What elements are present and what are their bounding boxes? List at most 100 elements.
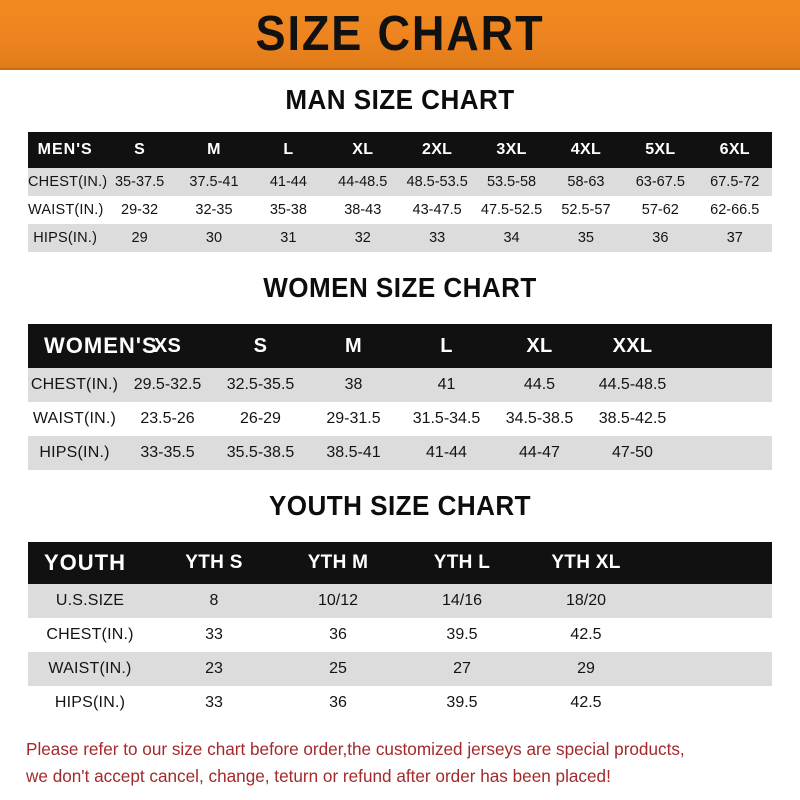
men-table-head: MEN'S S M L XL 2XL 3XL 4XL 5XL 6XL — [28, 132, 772, 168]
women-table-body: CHEST(IN.) 29.5-32.5 32.5-35.5 38 41 44.… — [28, 368, 772, 470]
youth-cell: 42.5 — [570, 694, 602, 711]
youth-col-header: YTH XL — [551, 552, 621, 573]
men-cell: 35-38 — [269, 202, 307, 218]
women-cell: 38.5-42.5 — [598, 410, 667, 427]
women-cell: 47-50 — [612, 444, 653, 461]
men-cell: 48.5-53.5 — [406, 174, 468, 190]
women-table-wrapper: WOMEN'S XS S M L XL XXL CHEST(IN.) 29.5-… — [28, 324, 772, 470]
women-cell: 44.5-48.5 — [598, 376, 667, 393]
men-cell: 29 — [131, 230, 148, 246]
women-cell: 38.5-41 — [326, 444, 381, 461]
table-row: WAIST(IN.) 23.5-26 26-29 29-31.5 31.5-34… — [28, 402, 772, 436]
men-cell: 37 — [726, 230, 743, 246]
women-row-label: HIPS(IN.) — [39, 444, 110, 461]
youth-table-body: U.S.SIZE 8 10/12 14/16 18/20 CHEST(IN.) … — [28, 584, 772, 720]
women-cell: 38 — [344, 376, 363, 393]
women-cell-empty — [679, 368, 772, 402]
men-col-header: L — [283, 141, 294, 158]
youth-cell: 23 — [205, 660, 223, 677]
youth-size-table: YOUTH YTH S YTH M YTH L YTH XL U.S.SIZE … — [28, 542, 772, 720]
youth-cell: 8 — [209, 592, 219, 609]
spacer-men-to-women — [0, 252, 800, 272]
youth-cell: 33 — [205, 626, 223, 643]
men-cell: 38-43 — [344, 202, 382, 218]
youth-row-label: CHEST(IN.) — [46, 626, 134, 643]
men-cell: 33 — [429, 230, 446, 246]
men-cell: 58-63 — [567, 174, 605, 190]
men-cell: 32 — [354, 230, 371, 246]
youth-row-label: HIPS(IN.) — [54, 694, 126, 711]
men-cell: 34 — [503, 230, 520, 246]
women-col-header: M — [345, 334, 362, 357]
youth-table-wrapper: YOUTH YTH S YTH M YTH L YTH XL U.S.SIZE … — [28, 542, 772, 720]
footer-line-2: we don't accept cancel, change, teturn o… — [26, 766, 611, 787]
page-title: SIZE CHART — [255, 6, 545, 61]
youth-cell: 36 — [329, 694, 347, 711]
men-cell: 35 — [577, 230, 594, 246]
women-cell: 29-31.5 — [326, 410, 381, 427]
men-col-header: 3XL — [496, 141, 527, 158]
table-row: CHEST(IN.) 29.5-32.5 32.5-35.5 38 41 44.… — [28, 368, 772, 402]
youth-col-header: YTH S — [185, 552, 243, 573]
youth-cell: 18/20 — [565, 592, 607, 609]
men-cell: 35-37.5 — [114, 174, 165, 190]
table-row: HIPS(IN.) 33 36 39.5 42.5 — [28, 686, 772, 720]
men-table-wrapper: MEN'S S M L XL 2XL 3XL 4XL 5XL 6XL CHEST… — [28, 132, 772, 252]
spacer-youth-title-to-table — [0, 522, 800, 542]
men-section-title: MAN SIZE CHART — [285, 84, 515, 115]
men-row-label: WAIST(IN.) — [28, 202, 104, 218]
men-cell: 53.5-58 — [486, 174, 537, 190]
youth-cell: 42.5 — [570, 626, 602, 643]
men-cell: 29-32 — [121, 202, 159, 218]
youth-cell: 33 — [205, 694, 223, 711]
youth-cell-empty — [648, 652, 772, 686]
men-col-header: 2XL — [422, 141, 453, 158]
women-cell: 44.5 — [523, 376, 556, 393]
women-cell: 35.5-38.5 — [226, 444, 295, 461]
women-cell: 41 — [437, 376, 456, 393]
men-cell: 47.5-52.5 — [480, 202, 543, 218]
men-cell: 37.5-41 — [189, 174, 239, 190]
women-cell: 23.5-26 — [140, 410, 195, 427]
women-cell: 33-35.5 — [140, 444, 195, 461]
women-row-label: CHEST(IN.) — [30, 376, 119, 393]
women-cell: 32.5-35.5 — [226, 376, 295, 393]
youth-cell: 14/16 — [441, 592, 483, 609]
spacer-men-title-to-table — [0, 116, 800, 132]
footer-line-1: Please refer to our size chart before or… — [26, 739, 685, 759]
youth-cell-empty — [648, 618, 772, 652]
men-row-label: CHEST(IN.) — [28, 174, 108, 190]
men-col-header: 4XL — [570, 141, 602, 158]
youth-section-title: YOUTH SIZE CHART — [268, 490, 532, 521]
women-cell: 41-44 — [426, 444, 467, 461]
men-header-row: MEN'S S M L XL 2XL 3XL 4XL 5XL 6XL — [28, 132, 772, 168]
footer-disclaimer: Please refer to our size chart before or… — [26, 720, 759, 790]
women-col-header: XXL — [612, 334, 653, 357]
men-cell: 31 — [280, 230, 297, 246]
table-row: HIPS(IN.) 33-35.5 35.5-38.5 38.5-41 41-4… — [28, 436, 772, 470]
spacer-banner-to-men — [0, 70, 800, 84]
men-cell: 67.5-72 — [710, 174, 760, 190]
youth-cell-empty — [648, 584, 772, 618]
youth-table-head: YOUTH YTH S YTH M YTH L YTH XL — [28, 542, 772, 584]
spacer-women-to-youth — [0, 470, 800, 490]
youth-col-header: YTH M — [307, 552, 369, 573]
men-cell: 63-67.5 — [635, 174, 685, 190]
youth-cell: 36 — [329, 626, 347, 643]
youth-header-row: YOUTH YTH S YTH M YTH L YTH XL — [28, 542, 772, 584]
table-row: CHEST(IN.) 35-37.5 37.5-41 41-44 44-48.5… — [28, 168, 772, 196]
women-table-head: WOMEN'S XS S M L XL XXL — [28, 324, 772, 368]
youth-cell: 29 — [577, 660, 595, 677]
women-header-row: WOMEN'S XS S M L XL XXL — [28, 324, 772, 368]
table-row: WAIST(IN.) 23 25 27 29 — [28, 652, 772, 686]
men-header-label: MEN'S — [37, 141, 93, 158]
men-cell: 32-35 — [195, 202, 233, 218]
youth-col-header: YTH L — [433, 552, 491, 573]
men-col-header: 6XL — [719, 141, 750, 158]
women-col-header: XL — [526, 334, 553, 357]
men-cell: 30 — [205, 230, 223, 246]
women-cell: 29.5-32.5 — [133, 376, 202, 393]
youth-cell: 39.5 — [446, 694, 478, 711]
men-col-header: S — [134, 141, 146, 158]
table-row: WAIST(IN.) 29-32 32-35 35-38 38-43 43-47… — [28, 196, 772, 224]
